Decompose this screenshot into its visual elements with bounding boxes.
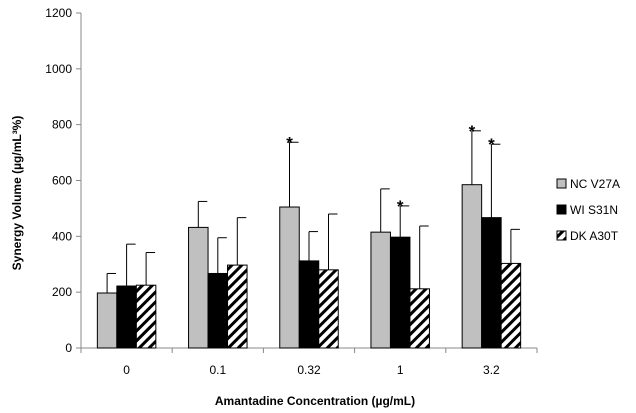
legend-label: DK A30T [570, 229, 619, 243]
bar [96, 292, 118, 349]
x-tick-label: 0.1 [209, 363, 226, 377]
y-tick-label: 1000 [45, 62, 72, 76]
y-tick-label: 800 [52, 118, 72, 132]
significance-marker: * [469, 122, 476, 141]
significance-marker: * [488, 135, 495, 154]
x-tick-label: 3.2 [483, 363, 500, 377]
bar [298, 260, 320, 349]
y-tick-label: 400 [52, 229, 72, 243]
bar [500, 262, 522, 349]
bar [135, 284, 157, 349]
legend-label: WI S31N [570, 203, 618, 217]
significance-marker: * [397, 197, 404, 216]
x-axis: 0 0.1 0.32 1 3.2 [80, 347, 538, 377]
bar [318, 269, 339, 349]
bar [207, 272, 229, 349]
bar [481, 217, 502, 349]
bar [389, 236, 411, 349]
significance-marker: * [286, 133, 293, 152]
legend-swatch [556, 230, 567, 241]
bar [409, 288, 430, 349]
y-tick-label: 600 [52, 174, 72, 188]
y-tick-label: 1200 [45, 6, 72, 20]
x-tick-label: 0 [123, 363, 130, 377]
legend-swatch [556, 204, 567, 215]
legend-swatch [556, 178, 567, 189]
x-axis-title: Amantadine Concentration (µg/mL) [215, 394, 415, 408]
bars: * * * * [96, 122, 522, 349]
bar [116, 285, 137, 349]
bar [227, 264, 248, 349]
y-tick-label: 200 [52, 285, 72, 299]
bar [461, 184, 483, 349]
bar [188, 226, 209, 349]
bar [279, 206, 300, 349]
legend-label: NC V27A [570, 177, 620, 191]
y-axis: 0 200 400 600 800 1000 1200 [45, 6, 82, 355]
y-axis-title: Synergy Volume (µg/mL³%) [10, 116, 24, 271]
x-tick-label: 1 [397, 363, 404, 377]
y-tick-label: 0 [65, 341, 72, 355]
bar [370, 231, 391, 349]
legend: NC V27A WI S31N DK A30T [556, 177, 620, 243]
x-tick-label: 0.32 [297, 363, 321, 377]
